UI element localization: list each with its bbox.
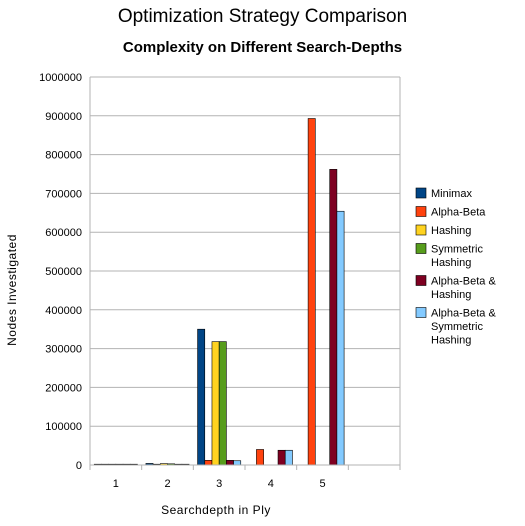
legend-label: Hashing: [431, 257, 471, 269]
x-tick-label: 2: [164, 478, 170, 490]
y-tick-label: 1000000: [39, 72, 82, 84]
legend-label: Alpha-Beta &: [431, 308, 496, 320]
legend-label: Alpha-Beta &: [431, 276, 496, 288]
legend-item: Alpha-Beta: [415, 206, 486, 219]
bar-minimax: [197, 328, 206, 466]
chart-subtitle: Complexity on Different Search-Depths: [122, 39, 403, 56]
y-tick-label: 800000: [45, 150, 82, 162]
y-tick-label: 200000: [45, 382, 82, 394]
legend-item: Hashing: [415, 224, 471, 237]
legend-label: Symmetric: [431, 244, 483, 256]
bar-alpha-beta: [307, 118, 316, 466]
bar-alpha-beta-hashing: [226, 460, 234, 466]
bar-alpha-beta-hashing: [277, 449, 286, 466]
x-axis-title: Searchdepth in Ply: [161, 503, 271, 517]
y-tick-label: 300000: [45, 344, 82, 356]
bars: [93, 118, 345, 466]
x-tick-label: 1: [113, 478, 119, 490]
legend: MinimaxAlpha-BetaHashingSymmetricHashing…: [415, 187, 496, 347]
legend-swatch: [415, 275, 427, 286]
legend-swatch: [415, 224, 427, 236]
y-tick-label: 400000: [45, 305, 82, 317]
x-tick-label: 4: [268, 478, 274, 490]
grid-lines: [90, 76, 400, 466]
y-tick-label: 700000: [45, 188, 82, 200]
legend-swatch: [415, 187, 427, 199]
legend-item: Alpha-Beta &Symmetric Hashing: [415, 307, 496, 347]
bar-alpha-beta-symmetric-hashing: [233, 460, 242, 466]
bar-alpha-beta-symmetric-hashing: [336, 210, 345, 466]
bar-alpha-beta-symmetric-hashing: [284, 449, 293, 466]
y-tick-label: 600000: [45, 227, 82, 239]
bar-hashing: [211, 341, 220, 466]
legend-swatch: [415, 243, 427, 254]
y-tick-label: 900000: [45, 111, 82, 123]
bar-alpha-beta-hashing: [329, 169, 338, 466]
x-tick-label: 3: [216, 478, 222, 490]
legend-label: Hashing: [431, 289, 471, 301]
chart-title: Optimization Strategy Comparison: [117, 6, 408, 27]
legend-item: Alpha-Beta &Hashing: [415, 275, 496, 301]
x-tick-labels: 1 2 3 4 5: [113, 478, 326, 490]
y-tick-label: 0: [76, 460, 82, 472]
legend-label: Hashing: [431, 225, 471, 237]
legend-label: Symmetric: [431, 321, 483, 333]
legend-swatch: [415, 307, 427, 318]
x-tick-label: 5: [319, 478, 325, 490]
legend-item: Minimax: [415, 187, 472, 200]
legend-label: Hashing: [431, 335, 471, 347]
y-tick-labels: 0 100000 200000 300000 400000 500000 600000 700…: [39, 72, 82, 472]
legend-label: Alpha-Beta: [431, 207, 486, 219]
axes: [89, 77, 401, 470]
legend-label: Minimax: [431, 188, 472, 200]
y-axis-title: Nodes Investigated: [5, 234, 19, 346]
legend-swatch: [415, 206, 427, 217]
bar-alpha-beta: [256, 449, 264, 466]
y-tick-label: 500000: [45, 266, 82, 278]
bar-symmetric-hashing: [218, 341, 227, 466]
bar-alpha-beta: [204, 460, 213, 466]
y-tick-label: 100000: [45, 421, 82, 433]
